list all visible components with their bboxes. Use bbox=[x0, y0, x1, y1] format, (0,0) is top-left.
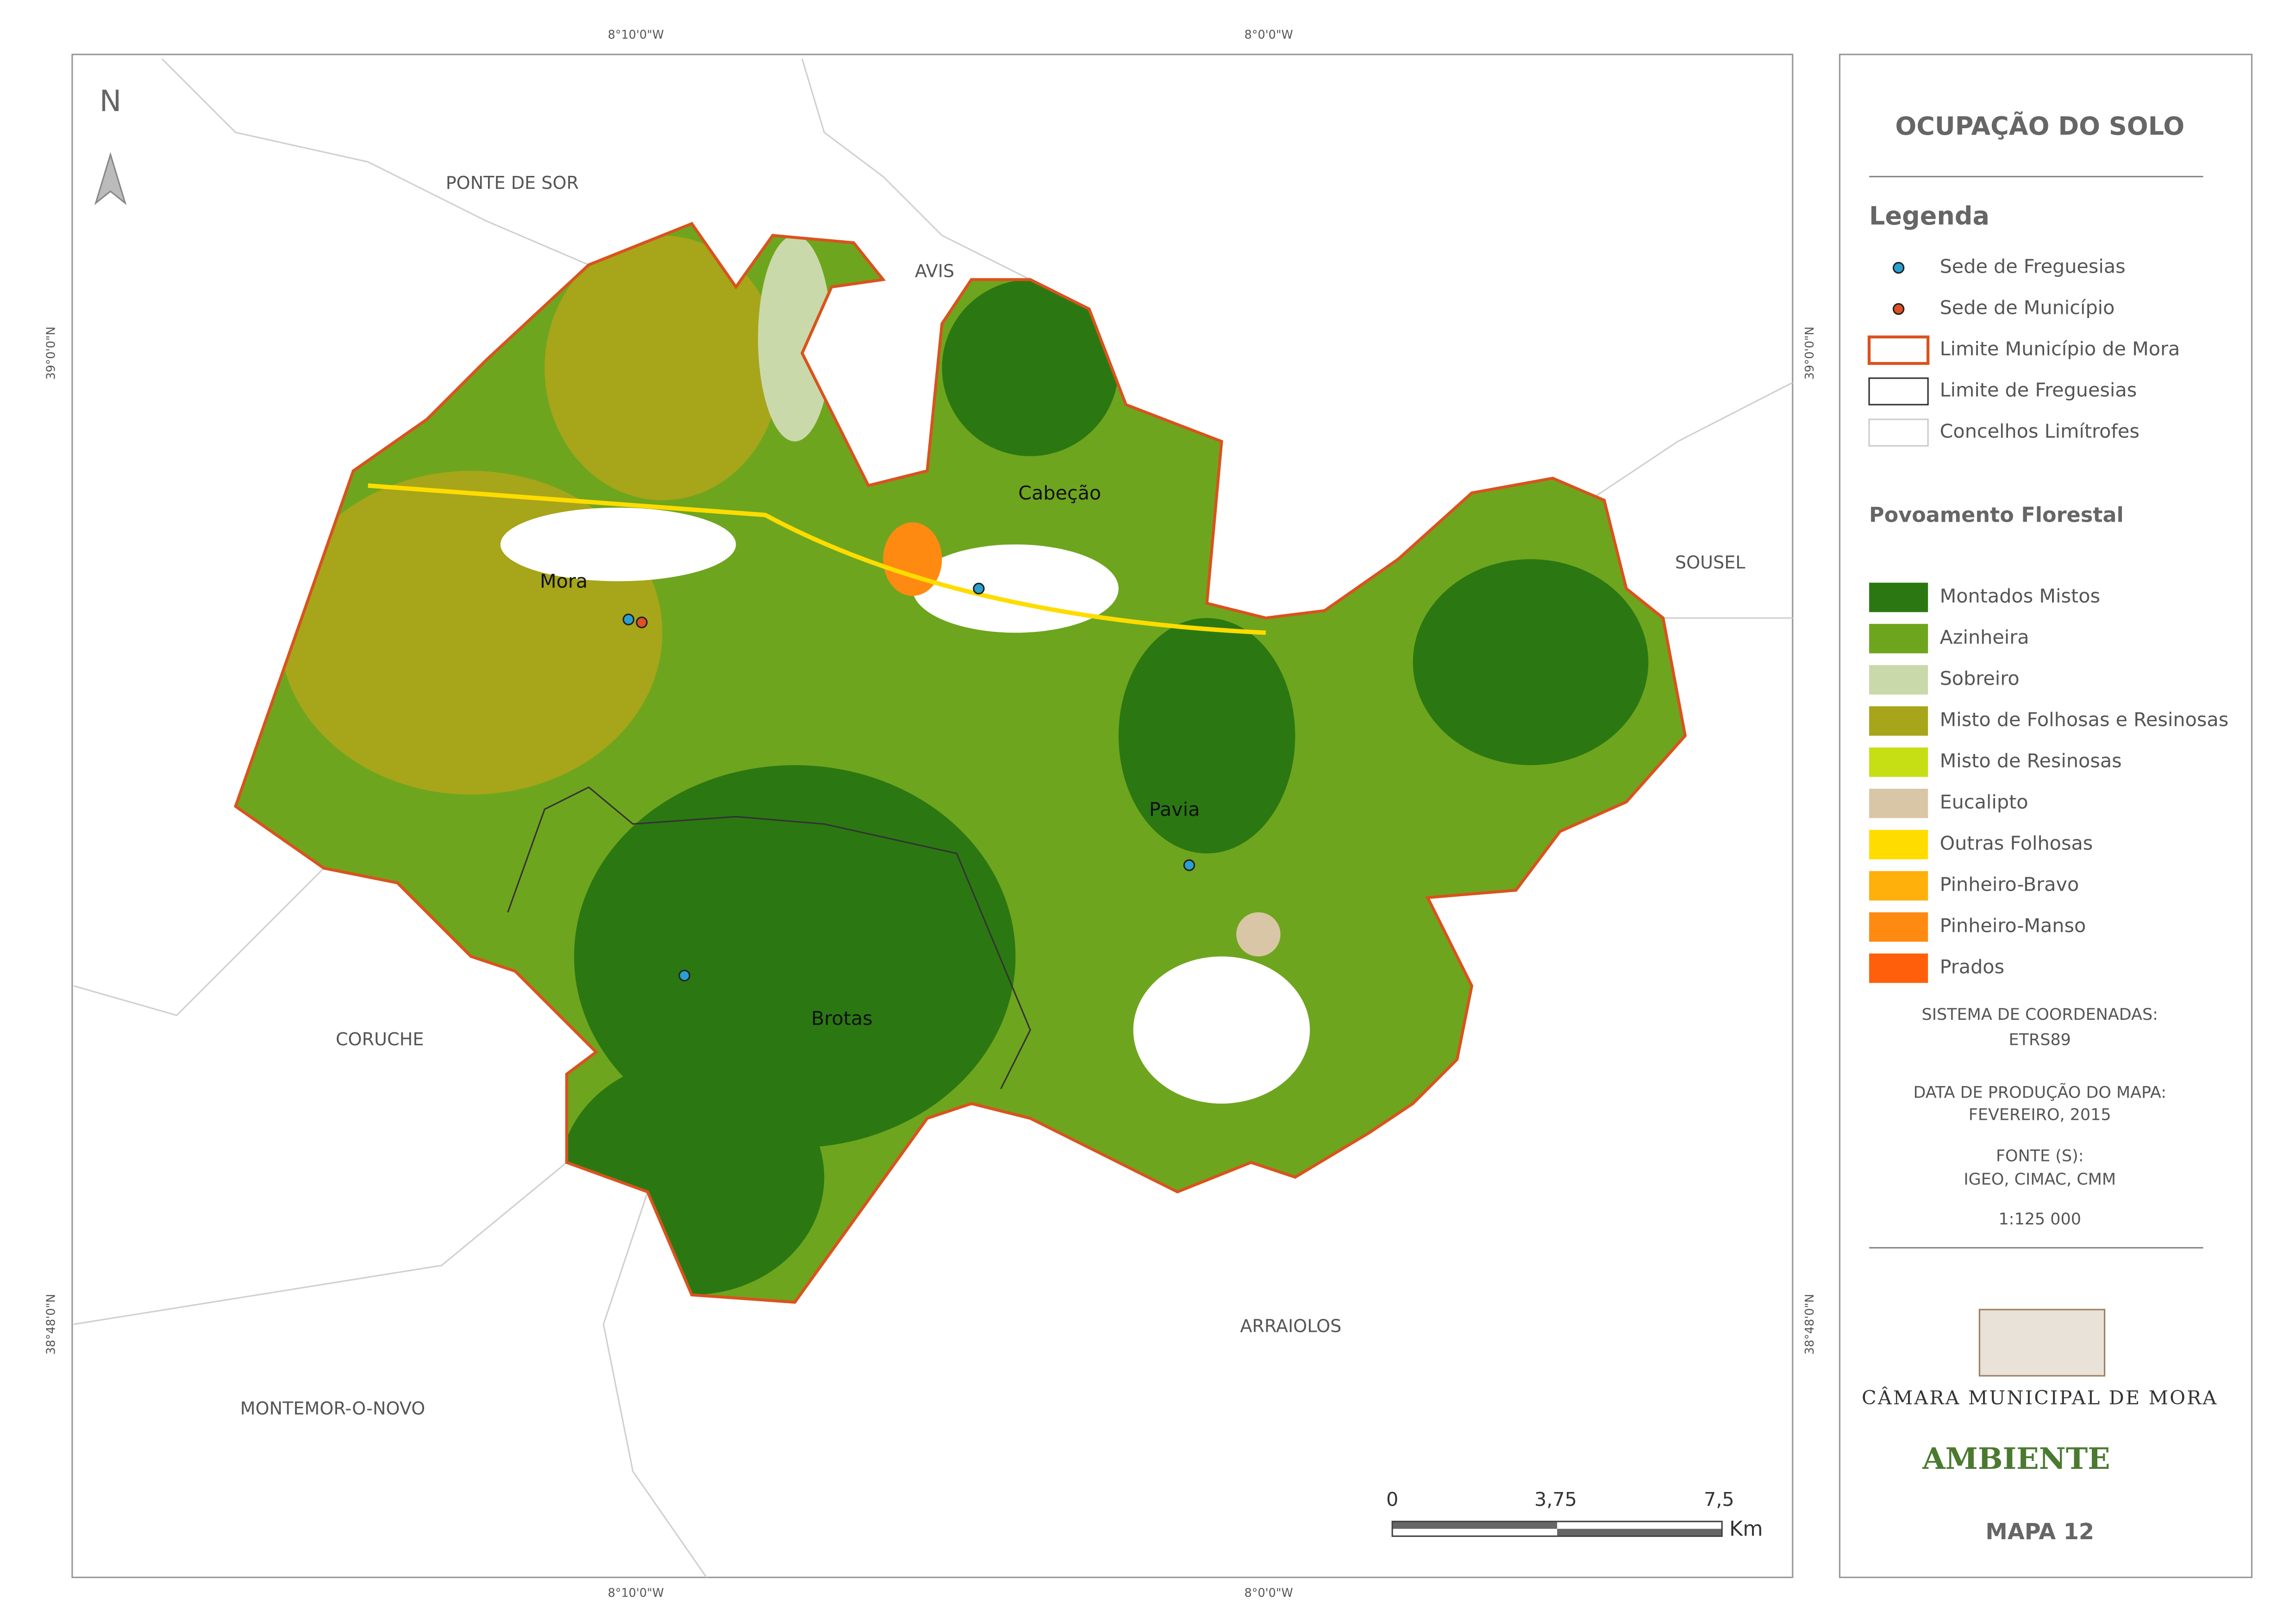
scale-label: 0 bbox=[1386, 1488, 1398, 1511]
town-label: Mora bbox=[540, 570, 588, 593]
scale-bar bbox=[1392, 1521, 1558, 1529]
coord-label: 8°10'0"W bbox=[608, 1586, 664, 1599]
north-label: N bbox=[100, 84, 122, 118]
legend-swatch bbox=[1869, 624, 1928, 654]
legend-swatch bbox=[1869, 582, 1928, 612]
legend-label: Limite Município de Mora bbox=[1940, 338, 2180, 360]
place-label: SOUSEL bbox=[1675, 552, 1745, 573]
legend-label: Montados Mistos bbox=[1940, 585, 2100, 607]
legend-symbol bbox=[1868, 377, 1929, 406]
seat-marker bbox=[1183, 859, 1195, 871]
legend-swatch bbox=[1869, 953, 1928, 983]
place-label: CORUCHE bbox=[336, 1029, 424, 1049]
legend-label: Limite de Freguesias bbox=[1940, 379, 2137, 401]
scale-bar bbox=[1557, 1529, 1722, 1536]
logo-brand: AMBIENTE bbox=[1922, 1441, 2110, 1476]
legend-swatch bbox=[1869, 871, 1928, 901]
seat-marker bbox=[636, 616, 648, 629]
legend-swatch bbox=[1869, 912, 1928, 942]
info-text: 1:125 000 bbox=[1998, 1210, 2081, 1229]
legend-heading: Legenda bbox=[1869, 201, 1989, 231]
seat-marker bbox=[622, 613, 635, 625]
seat-marker bbox=[678, 969, 690, 982]
legend-symbol bbox=[1867, 335, 1930, 365]
map-number: MAPA 12 bbox=[1985, 1519, 2094, 1545]
legend-label: Sede de Freguesias bbox=[1940, 256, 2126, 278]
coord-label: 39°0'0"N bbox=[1802, 326, 1816, 380]
legend-symbol bbox=[1892, 303, 1905, 315]
town-label: Cabeção bbox=[1018, 482, 1101, 504]
place-label: ARRAIOLOS bbox=[1240, 1316, 1341, 1336]
town-label: Brotas bbox=[811, 1007, 873, 1030]
place-label: AVIS bbox=[915, 261, 954, 281]
coord-label: 8°0'0"W bbox=[1245, 1586, 1293, 1599]
town-label: Pavia bbox=[1149, 798, 1200, 820]
legend-label: Eucalipto bbox=[1940, 791, 2028, 813]
legend-symbol bbox=[1892, 262, 1905, 274]
legend-swatch bbox=[1869, 665, 1928, 695]
place-label: PONTE DE SOR bbox=[446, 173, 579, 193]
legend-label: Misto de Resinosas bbox=[1940, 750, 2122, 772]
neighbour-boundaries bbox=[73, 58, 1793, 1578]
parish-boundary bbox=[507, 786, 1031, 1089]
legend-label: Outras Folhosas bbox=[1940, 832, 2093, 855]
legend-symbol bbox=[1868, 418, 1929, 447]
legend-label: Misto de Folhosas e Resinosas bbox=[1940, 709, 2229, 731]
scale-label: 7,5 bbox=[1704, 1488, 1734, 1511]
legend-label: Concelhos Limítrofes bbox=[1940, 420, 2140, 443]
legend-swatch bbox=[1869, 706, 1928, 736]
info-text: ETRS89 bbox=[2009, 1030, 2071, 1049]
seat-marker bbox=[973, 582, 985, 595]
scale-bar bbox=[1391, 1521, 1723, 1537]
legend-label: Prados bbox=[1940, 956, 2005, 978]
legend-label: Azinheira bbox=[1940, 626, 2029, 649]
coord-label: 8°0'0"W bbox=[1245, 27, 1293, 41]
legend-swatch bbox=[1869, 747, 1928, 777]
info-text: SISTEMA DE COORDENADAS: bbox=[1922, 1005, 2158, 1024]
logo-image bbox=[1978, 1309, 2106, 1377]
legend-label: Sede de Município bbox=[1940, 297, 2115, 319]
legend-label: Sobreiro bbox=[1940, 668, 2020, 690]
legend-swatch bbox=[1869, 830, 1928, 860]
info-text: DATA DE PRODUÇÃO DO MAPA: bbox=[1913, 1083, 2166, 1102]
place-label: MONTEMOR-O-NOVO bbox=[240, 1398, 425, 1419]
legend-title: OCUPAÇÃO DO SOLO bbox=[1895, 112, 2184, 141]
logo-name: CÂMARA MUNICIPAL DE MORA bbox=[1862, 1386, 2218, 1409]
legend-swatch bbox=[1869, 788, 1928, 818]
scale-label: 3,75 bbox=[1534, 1488, 1577, 1511]
coord-label: 8°10'0"W bbox=[608, 27, 664, 41]
info-text: FEVEREIRO, 2015 bbox=[1969, 1105, 2111, 1124]
legend-heading: Povoamento Florestal bbox=[1869, 504, 2124, 527]
coord-label: 39°0'0"N bbox=[44, 326, 57, 380]
info-text: IGEO, CIMAC, CMM bbox=[1964, 1170, 2116, 1189]
legend-label: Pinheiro-Bravo bbox=[1940, 874, 2079, 896]
info-text: FONTE (S): bbox=[1996, 1147, 2084, 1165]
coord-label: 38°48'0"N bbox=[44, 1294, 57, 1355]
legend-label: Pinheiro-Manso bbox=[1940, 915, 2086, 937]
north-arrow bbox=[94, 152, 127, 206]
coord-label: 38°48'0"N bbox=[1802, 1294, 1816, 1355]
scale-unit: Km bbox=[1729, 1517, 1763, 1541]
